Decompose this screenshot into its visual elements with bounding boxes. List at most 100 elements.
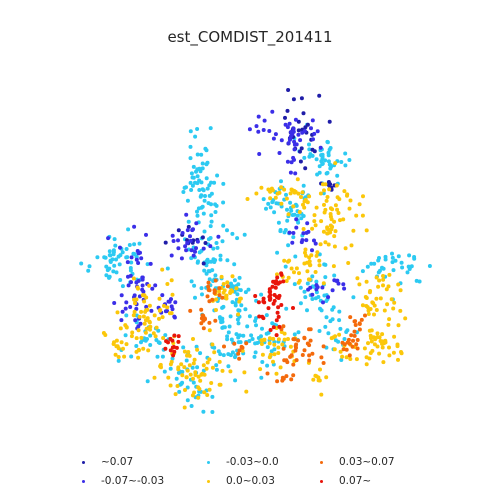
map-point bbox=[301, 111, 306, 116]
map-point bbox=[169, 278, 174, 283]
map-point bbox=[280, 342, 285, 347]
map-point bbox=[166, 340, 170, 345]
map-point bbox=[292, 332, 297, 337]
map-point bbox=[268, 196, 273, 201]
map-point bbox=[219, 274, 224, 279]
map-point bbox=[289, 266, 294, 271]
map-point bbox=[276, 305, 281, 310]
map-point bbox=[314, 253, 319, 258]
map-point bbox=[299, 146, 304, 151]
map-point bbox=[331, 305, 336, 310]
map-point bbox=[291, 204, 296, 209]
point-cluster bbox=[283, 252, 356, 329]
map-point bbox=[228, 314, 233, 319]
map-point bbox=[288, 200, 293, 205]
map-point bbox=[381, 283, 385, 288]
map-point bbox=[220, 305, 225, 310]
map-point bbox=[179, 256, 184, 261]
map-point bbox=[312, 213, 317, 218]
map-point bbox=[202, 316, 207, 321]
map-point bbox=[267, 341, 272, 346]
map-point bbox=[194, 246, 198, 251]
map-point bbox=[148, 261, 153, 266]
map-point bbox=[217, 289, 222, 294]
map-point bbox=[332, 234, 337, 239]
map-point bbox=[333, 229, 338, 234]
map-point bbox=[342, 286, 347, 291]
map-point bbox=[323, 324, 328, 329]
map-point bbox=[302, 289, 307, 294]
map-point bbox=[153, 334, 158, 339]
map-point bbox=[207, 320, 212, 325]
map-point bbox=[320, 285, 325, 290]
map-point bbox=[287, 137, 292, 142]
map-point bbox=[136, 286, 140, 291]
map-point bbox=[291, 373, 296, 378]
map-point bbox=[186, 224, 191, 229]
map-point bbox=[244, 341, 249, 346]
map-point bbox=[336, 281, 341, 286]
map-point bbox=[322, 202, 326, 207]
map-point bbox=[201, 246, 206, 251]
map-point bbox=[170, 356, 175, 361]
map-point bbox=[302, 155, 307, 160]
map-point bbox=[259, 292, 264, 297]
map-point bbox=[339, 358, 344, 362]
map-point bbox=[185, 228, 190, 233]
map-point bbox=[140, 283, 145, 288]
map-point bbox=[315, 129, 320, 134]
map-point bbox=[213, 210, 218, 214]
map-point bbox=[137, 348, 141, 353]
map-point bbox=[366, 312, 371, 316]
map-point bbox=[392, 300, 397, 305]
map-point bbox=[205, 186, 210, 191]
map-point bbox=[387, 345, 391, 350]
map-point bbox=[294, 203, 299, 208]
map-point bbox=[391, 268, 396, 273]
map-point bbox=[236, 321, 241, 326]
map-point bbox=[217, 293, 222, 298]
map-point bbox=[276, 337, 281, 342]
map-point bbox=[129, 280, 133, 285]
map-point bbox=[176, 365, 181, 370]
map-point bbox=[310, 153, 315, 158]
map-point bbox=[386, 284, 391, 289]
map-point bbox=[87, 264, 92, 269]
legend-marker-1 bbox=[82, 460, 85, 464]
map-point bbox=[134, 257, 139, 262]
map-point bbox=[206, 280, 211, 285]
map-point bbox=[274, 333, 279, 338]
map-point bbox=[242, 232, 247, 237]
map-point bbox=[264, 331, 269, 336]
map-point bbox=[213, 278, 218, 283]
map-point bbox=[193, 370, 198, 375]
map-point bbox=[139, 335, 144, 340]
map-point bbox=[300, 353, 305, 357]
map-point bbox=[325, 195, 330, 199]
map-point bbox=[128, 266, 133, 270]
map-point bbox=[221, 353, 226, 358]
map-point bbox=[119, 293, 124, 298]
map-point bbox=[128, 305, 133, 309]
map-point bbox=[294, 225, 299, 230]
map-point bbox=[314, 279, 319, 284]
map-point bbox=[145, 316, 150, 321]
map-point bbox=[260, 360, 265, 364]
map-point bbox=[296, 338, 301, 343]
map-point bbox=[327, 119, 332, 124]
map-point bbox=[204, 258, 209, 263]
map-point bbox=[185, 368, 190, 373]
map-point bbox=[374, 308, 379, 312]
map-point bbox=[111, 342, 116, 346]
map-point bbox=[214, 367, 219, 372]
map-point bbox=[352, 333, 357, 338]
map-point bbox=[292, 337, 297, 342]
map-point bbox=[389, 297, 394, 302]
map-point bbox=[112, 263, 117, 268]
map-point bbox=[267, 336, 272, 341]
map-point bbox=[124, 300, 129, 305]
map-point bbox=[338, 349, 343, 354]
map-point bbox=[268, 289, 273, 294]
map-point bbox=[213, 202, 218, 207]
map-point bbox=[275, 272, 279, 277]
